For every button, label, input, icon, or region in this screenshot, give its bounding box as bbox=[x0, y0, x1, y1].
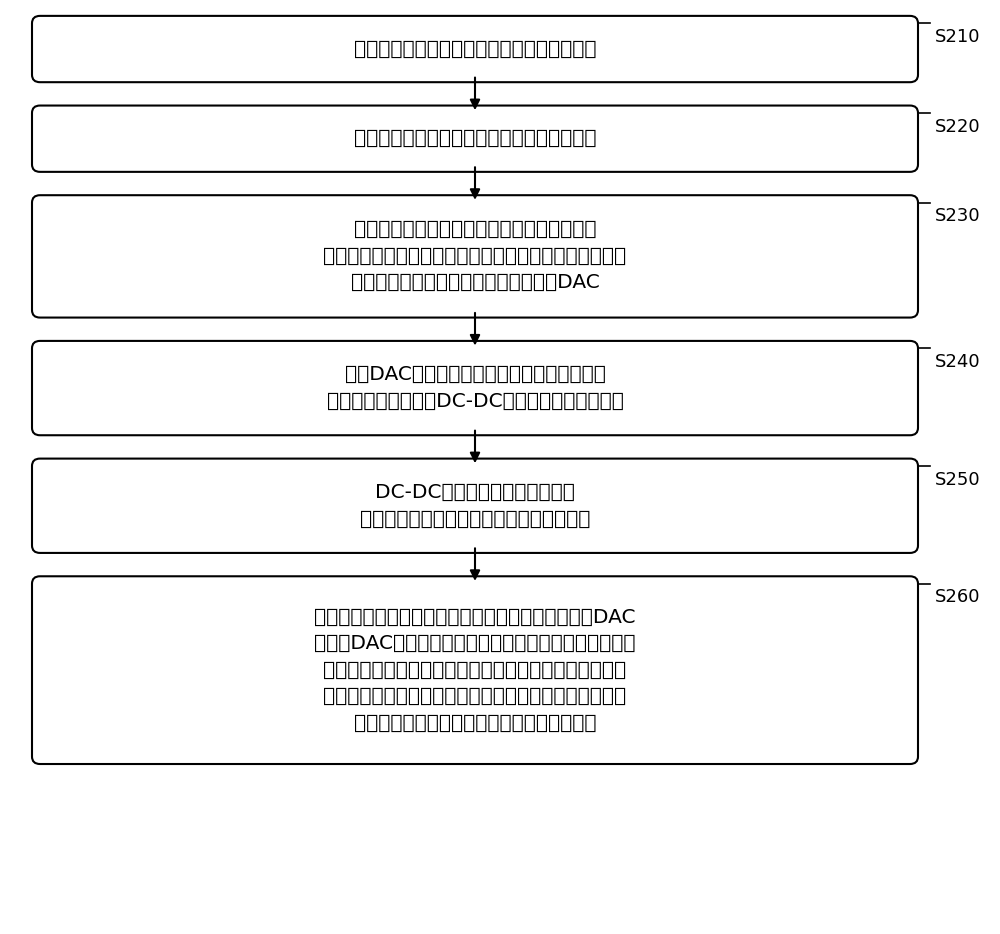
Text: DC-DC电路输出与参考电压大小
相同的电压作为音频功率放大器的工作电压: DC-DC电路输出与参考电压大小 相同的电压作为音频功率放大器的工作电压 bbox=[360, 483, 590, 529]
Text: S230: S230 bbox=[935, 207, 981, 225]
Text: S220: S220 bbox=[935, 118, 981, 135]
Text: S250: S250 bbox=[935, 471, 981, 488]
FancyBboxPatch shape bbox=[32, 341, 918, 435]
Text: S240: S240 bbox=[935, 353, 981, 371]
Text: S210: S210 bbox=[935, 28, 980, 46]
Text: 音频设备的处理单元检测数字音频信号的幅度: 音频设备的处理单元检测数字音频信号的幅度 bbox=[354, 39, 596, 59]
FancyBboxPatch shape bbox=[32, 195, 918, 318]
FancyBboxPatch shape bbox=[32, 459, 918, 553]
Text: 处理单元从存储单元获取音频设备的音质参数: 处理单元从存储单元获取音频设备的音质参数 bbox=[354, 129, 596, 149]
Text: 数字音频信号经过缓冲单元的适当延时后输入到第二DAC
，第二DAC将数字音频信号转换为大小相同的模拟音频信
号输出至音频功率放大器，音频功率放大器利用工作电压
: 数字音频信号经过缓冲单元的适当延时后输入到第二DAC ，第二DAC将数字音频信号… bbox=[314, 608, 636, 732]
Text: 处理单元根据数字音频信号的幅度和音质参数
计算音频设备的音频功率放大器的工作电压，并输出与工
作电压对应的参考电压数字序列至第一DAC: 处理单元根据数字音频信号的幅度和音质参数 计算音频设备的音频功率放大器的工作电压… bbox=[323, 220, 627, 292]
FancyBboxPatch shape bbox=[32, 16, 918, 82]
FancyBboxPatch shape bbox=[32, 106, 918, 172]
FancyBboxPatch shape bbox=[32, 576, 918, 764]
Text: 第一DAC将参考电压数字序列转换为参考电压
并输出至音频设备的DC-DC电路的参考电压输入端: 第一DAC将参考电压数字序列转换为参考电压 并输出至音频设备的DC-DC电路的参… bbox=[327, 365, 623, 411]
Text: S260: S260 bbox=[935, 588, 980, 606]
